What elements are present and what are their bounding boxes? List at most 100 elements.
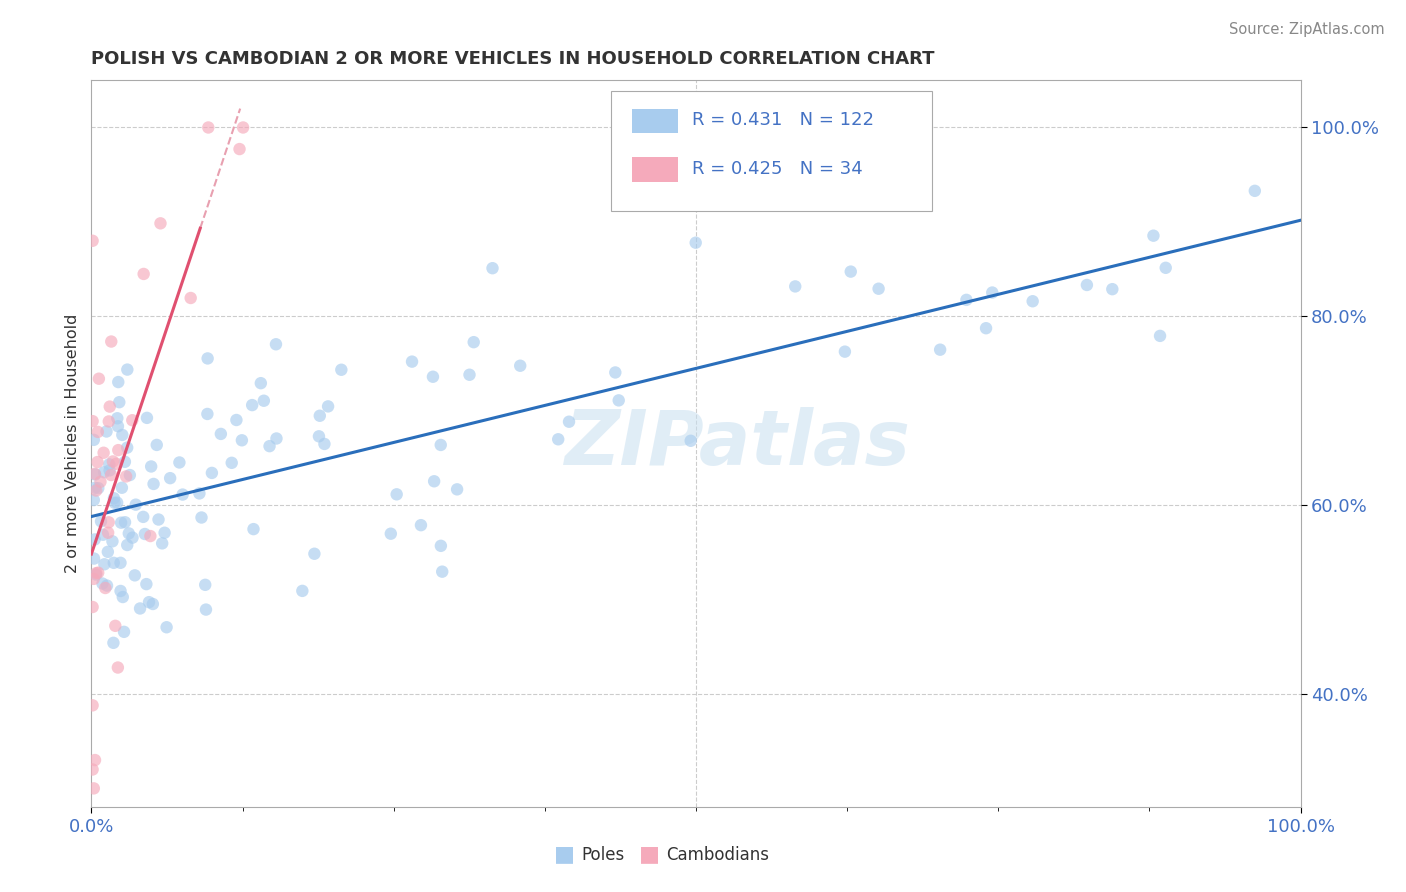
Text: ZIPatlas: ZIPatlas xyxy=(565,407,911,481)
Point xyxy=(1243,184,1265,198)
Point xyxy=(84,467,107,482)
Point xyxy=(138,595,160,609)
Point xyxy=(91,576,114,591)
Point xyxy=(117,362,139,376)
Point xyxy=(83,781,105,796)
Point xyxy=(240,398,263,412)
Point xyxy=(83,467,105,481)
Point xyxy=(84,483,107,498)
Point xyxy=(149,216,172,230)
Point xyxy=(103,556,125,570)
Point xyxy=(93,465,115,479)
Point xyxy=(250,376,273,391)
Point xyxy=(409,518,432,533)
Point xyxy=(104,619,127,633)
Point xyxy=(111,481,134,495)
Point xyxy=(98,400,121,414)
Point xyxy=(172,487,194,501)
Point xyxy=(231,434,253,448)
Point xyxy=(401,354,423,368)
Point xyxy=(209,426,232,441)
Point xyxy=(110,516,132,530)
Point xyxy=(607,393,630,408)
Point xyxy=(115,469,138,483)
Point xyxy=(101,534,124,549)
Point xyxy=(84,481,107,495)
Point xyxy=(432,565,454,579)
Point xyxy=(1021,294,1043,309)
Point xyxy=(87,372,110,386)
Point xyxy=(834,344,856,359)
Point xyxy=(785,279,807,293)
Point xyxy=(96,578,118,592)
Point xyxy=(108,395,131,409)
Point xyxy=(107,443,129,458)
FancyBboxPatch shape xyxy=(612,91,932,211)
Point xyxy=(111,428,134,442)
Point xyxy=(90,514,112,528)
Point xyxy=(83,551,105,566)
Point xyxy=(97,516,120,530)
Point xyxy=(112,624,135,639)
Point xyxy=(194,578,217,592)
Point xyxy=(839,264,862,278)
Point xyxy=(105,496,128,510)
Point xyxy=(169,455,191,469)
Point xyxy=(197,351,219,366)
Point xyxy=(201,466,224,480)
Point xyxy=(291,583,314,598)
Point xyxy=(132,509,155,524)
Y-axis label: 2 or more Vehicles in Household: 2 or more Vehicles in Household xyxy=(65,314,80,574)
Point xyxy=(83,533,105,547)
Point xyxy=(981,285,1004,300)
Point xyxy=(84,753,107,767)
Point xyxy=(188,486,211,500)
Point xyxy=(148,512,170,526)
Point xyxy=(118,526,141,541)
Point xyxy=(605,366,627,380)
Point xyxy=(82,763,104,777)
Point xyxy=(259,439,281,453)
Point xyxy=(423,475,446,489)
Point xyxy=(266,432,288,446)
Point xyxy=(115,538,138,552)
Point xyxy=(125,498,148,512)
Point xyxy=(304,547,326,561)
Point xyxy=(308,429,330,443)
Point xyxy=(180,291,202,305)
Point xyxy=(107,419,129,434)
Point xyxy=(1142,228,1164,243)
Point xyxy=(197,407,219,421)
Text: R = 0.425   N = 34: R = 0.425 N = 34 xyxy=(692,160,863,178)
Point xyxy=(136,410,159,425)
Point xyxy=(82,234,104,248)
Point xyxy=(308,409,330,423)
Point xyxy=(153,525,176,540)
Point xyxy=(82,698,104,713)
Point xyxy=(83,493,105,508)
Point xyxy=(91,527,114,541)
Point xyxy=(121,531,143,545)
Point xyxy=(429,438,451,452)
Point xyxy=(253,393,276,408)
Point xyxy=(929,343,952,357)
Point xyxy=(228,142,250,156)
Point xyxy=(87,481,110,495)
Text: Source: ZipAtlas.com: Source: ZipAtlas.com xyxy=(1229,22,1385,37)
Point xyxy=(430,539,453,553)
Point xyxy=(84,567,107,582)
Text: Poles: Poles xyxy=(581,846,624,863)
Point xyxy=(87,425,110,439)
Point xyxy=(974,321,997,335)
Text: ■: ■ xyxy=(638,845,659,864)
Point xyxy=(89,475,111,489)
Point xyxy=(1101,282,1123,296)
Point xyxy=(94,581,117,595)
Point xyxy=(1149,329,1171,343)
Point xyxy=(86,455,108,469)
Point xyxy=(145,438,167,452)
Point xyxy=(1154,260,1177,275)
Point xyxy=(264,337,287,351)
Point xyxy=(221,456,243,470)
Point xyxy=(380,526,402,541)
